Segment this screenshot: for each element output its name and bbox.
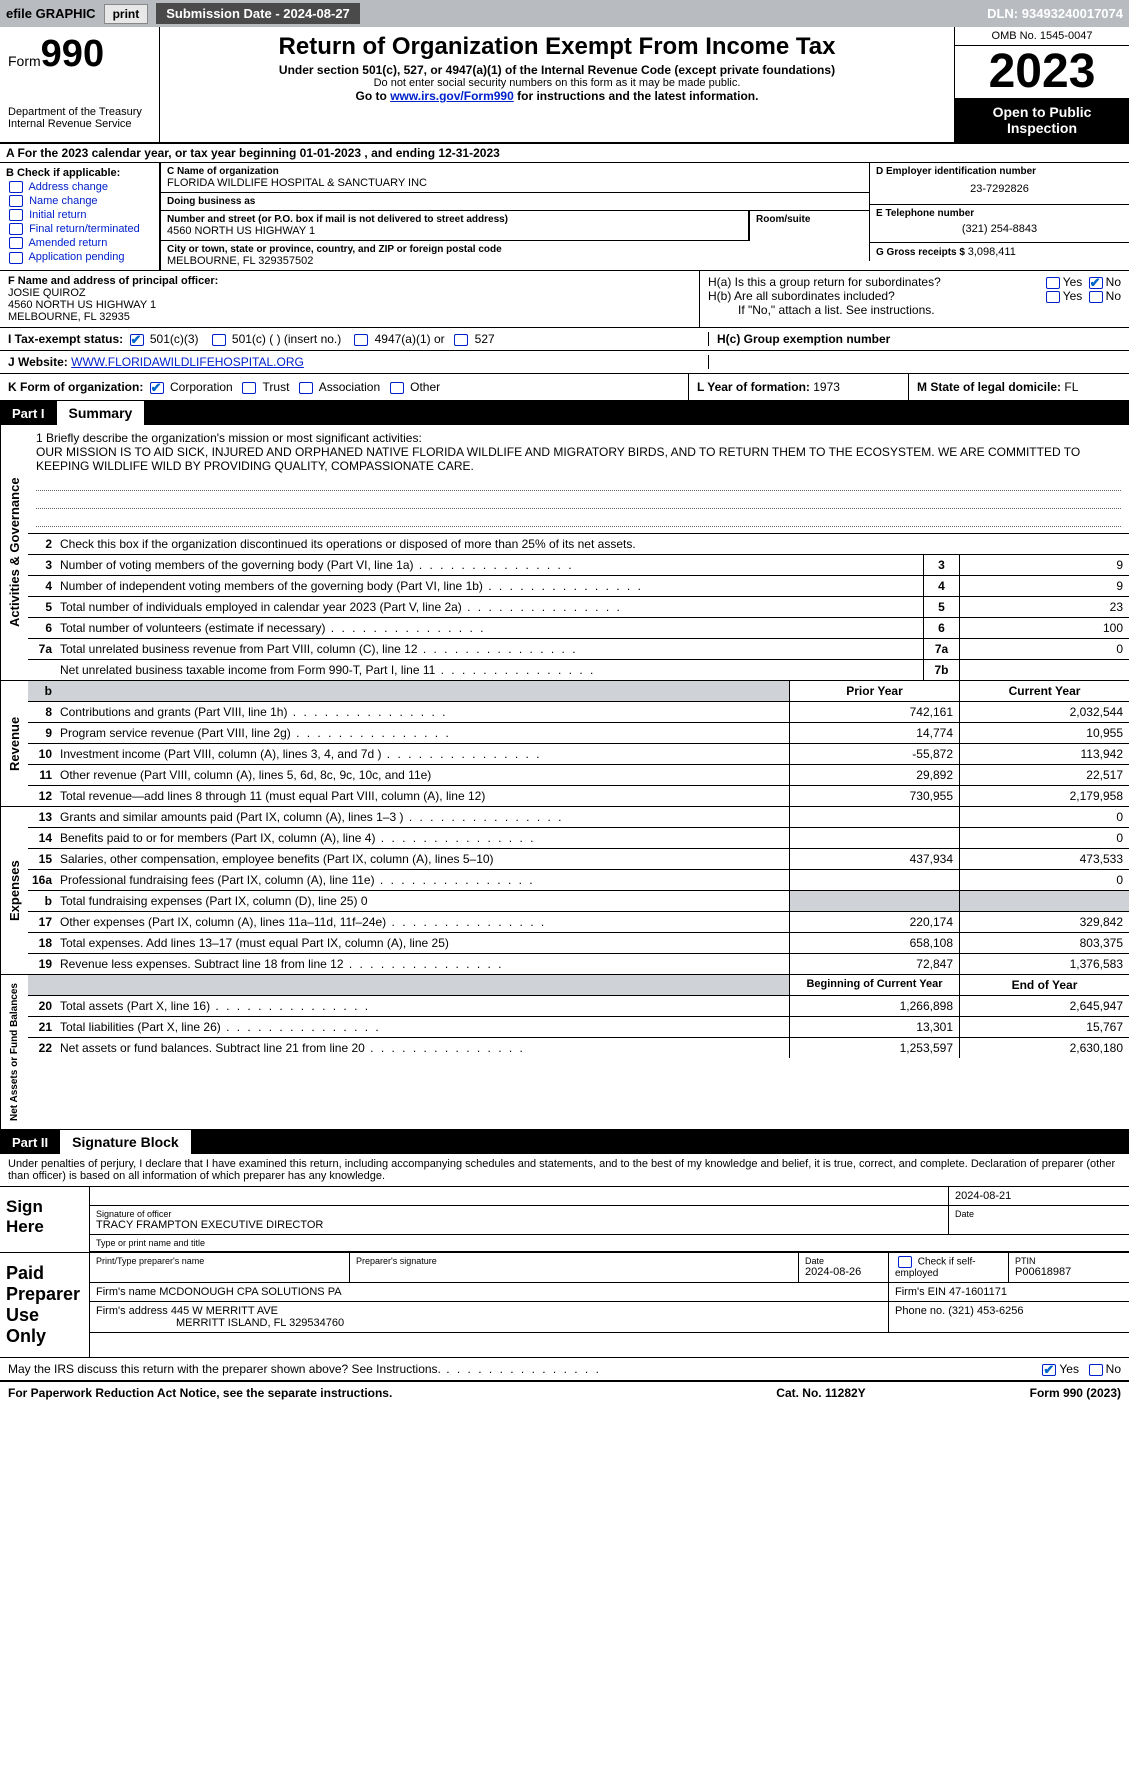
val-7b [959, 660, 1129, 680]
activities-governance-section: Activities & Governance 1 Briefly descri… [0, 425, 1129, 681]
chk-application-pending[interactable]: Application pending [6, 251, 153, 263]
street-cell: Number and street (or P.O. box if mail i… [160, 211, 749, 241]
chk-address-change[interactable]: Address change [6, 181, 153, 193]
chk-final-return[interactable]: Final return/terminated [6, 223, 153, 235]
row-j-website: J Website: WWW.FLORIDAWILDLIFEHOSPITAL.O… [8, 355, 708, 369]
val-7a: 0 [959, 639, 1129, 659]
h-a: H(a) Is this a group return for subordin… [708, 275, 1121, 289]
website-link[interactable]: WWW.FLORIDAWILDLIFEHOSPITAL.ORG [71, 355, 304, 369]
open-to-public: Open to Public Inspection [955, 98, 1129, 142]
row-a-tax-year: A For the 2023 calendar year, or tax yea… [0, 144, 1129, 163]
ein-cell: D Employer identification number 23-7292… [869, 163, 1129, 205]
part-1-header: Part I Summary [0, 401, 1129, 425]
mission-block: 1 Briefly describe the organization's mi… [28, 425, 1129, 534]
tab-net-assets: Net Assets or Fund Balances [0, 975, 28, 1129]
paid-preparer-block: Paid Preparer Use Only Print/Type prepar… [0, 1253, 1129, 1358]
submission-date: Submission Date - 2024-08-27 [156, 3, 360, 24]
subtitle-2: Do not enter social security numbers on … [166, 77, 948, 89]
chk-association[interactable] [299, 382, 313, 394]
subtitle-1: Under section 501(c), 527, or 4947(a)(1)… [166, 63, 948, 77]
city-cell: City or town, state or province, country… [160, 241, 869, 270]
section-f-h: F Name and address of principal officer:… [0, 271, 1129, 328]
chk-527[interactable] [454, 334, 468, 346]
dln: DLN: 93493240017074 [987, 6, 1123, 21]
room-suite-cell: Room/suite [749, 211, 869, 241]
chk-corporation[interactable] [150, 382, 164, 394]
irs-link[interactable]: www.irs.gov/Form990 [390, 89, 514, 103]
print-button[interactable]: print [104, 4, 149, 24]
net-assets-section: Net Assets or Fund Balances Beginning of… [0, 975, 1129, 1130]
h-b: H(b) Are all subordinates included? Yes … [708, 289, 1121, 303]
chk-name-change[interactable]: Name change [6, 195, 153, 207]
row-klm: K Form of organization: Corporation Trus… [0, 374, 1129, 401]
revenue-section: Revenue bPrior YearCurrent Year 8Contrib… [0, 681, 1129, 807]
chk-initial-return[interactable]: Initial return [6, 209, 153, 221]
row-i-tax-exempt: I Tax-exempt status: 501(c)(3) 501(c) ( … [8, 332, 708, 346]
expenses-section: Expenses 13Grants and similar amounts pa… [0, 807, 1129, 975]
form-number: Form990 [8, 33, 151, 76]
chk-4947[interactable] [354, 334, 368, 346]
irs-discuss: May the IRS discuss this return with the… [8, 1362, 1039, 1376]
column-b-checkboxes: B Check if applicable: Address change Na… [0, 163, 160, 270]
sign-here-block: Sign Here 2024-08-21 Signature of office… [0, 1187, 1129, 1253]
tax-year: 2023 [955, 46, 1129, 98]
chk-discuss-no[interactable] [1089, 1364, 1103, 1376]
chk-discuss-yes[interactable] [1042, 1364, 1056, 1376]
form-title: Return of Organization Exempt From Incom… [166, 33, 948, 61]
form-header: Form990 Department of the Treasury Inter… [0, 27, 1129, 144]
val-6: 100 [959, 618, 1129, 638]
val-3: 9 [959, 555, 1129, 575]
h-c: H(c) Group exemption number [708, 332, 1121, 346]
h-b-note: If "No," attach a list. See instructions… [708, 303, 1121, 317]
tab-revenue: Revenue [0, 681, 28, 806]
dept-treasury: Department of the Treasury [8, 106, 151, 118]
chk-other[interactable] [390, 382, 404, 394]
irs-label: Internal Revenue Service [8, 118, 151, 130]
val-5: 23 [959, 597, 1129, 617]
chk-trust[interactable] [242, 382, 256, 394]
phone-cell: E Telephone number (321) 254-8843 [869, 205, 1129, 243]
dba-cell: Doing business as [160, 193, 869, 211]
tab-expenses: Expenses [0, 807, 28, 974]
section-b-thru-g: B Check if applicable: Address change Na… [0, 163, 1129, 271]
chk-amended[interactable]: Amended return [6, 237, 153, 249]
gross-receipts-cell: G Gross receipts $ 3,098,411 [869, 243, 1129, 261]
omb-number: OMB No. 1545-0047 [955, 27, 1129, 46]
val-4: 9 [959, 576, 1129, 596]
chk-501c3[interactable] [130, 334, 144, 346]
subtitle-3: Go to www.irs.gov/Form990 for instructio… [166, 89, 948, 103]
efile-label: efile GRAPHIC [6, 6, 96, 21]
top-toolbar: efile GRAPHIC print Submission Date - 20… [0, 0, 1129, 27]
perjury-declaration: Under penalties of perjury, I declare th… [0, 1154, 1129, 1187]
principal-officer: F Name and address of principal officer:… [0, 271, 700, 327]
part-2-header: Part II Signature Block [0, 1130, 1129, 1154]
org-name-cell: C Name of organization FLORIDA WILDLIFE … [160, 163, 869, 193]
tab-activities: Activities & Governance [0, 425, 28, 680]
chk-501c[interactable] [212, 334, 226, 346]
page-footer: For Paperwork Reduction Act Notice, see … [0, 1381, 1129, 1404]
